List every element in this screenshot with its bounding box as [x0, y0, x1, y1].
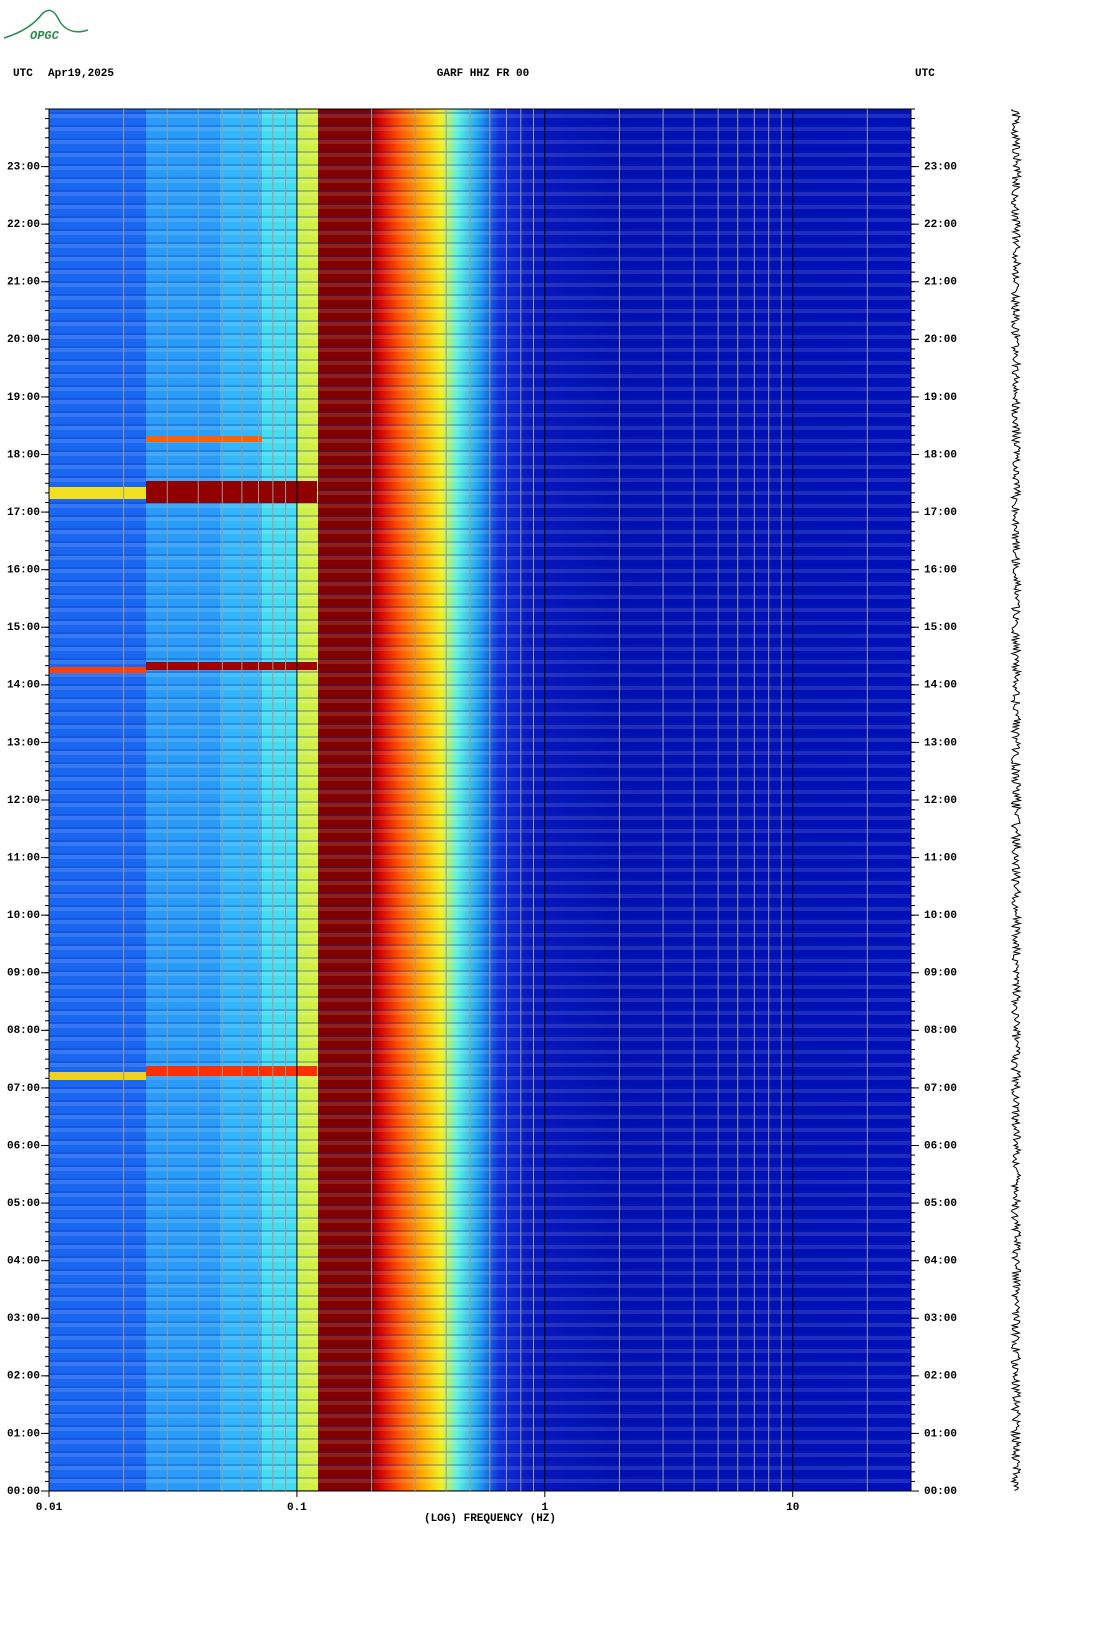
- y-tick-label: 09:00: [924, 968, 957, 980]
- y-tick-label: 08:00: [924, 1025, 957, 1037]
- y-tick-label: 13:00: [924, 737, 957, 749]
- y-tick-label: 01:00: [924, 1428, 957, 1440]
- y-tick-label: 22:00: [7, 219, 40, 231]
- y-tick-label: 23:00: [924, 161, 957, 173]
- y-tick-label: 19:00: [924, 392, 957, 404]
- y-tick-label: 15:00: [924, 622, 957, 634]
- y-tick-label: 16:00: [924, 565, 957, 577]
- y-tick-label: 23:00: [7, 161, 40, 173]
- y-tick-label: 00:00: [7, 1486, 40, 1498]
- y-tick-label: 01:00: [7, 1428, 40, 1440]
- y-tick-label: 16:00: [7, 565, 40, 577]
- y-tick-label: 20:00: [924, 334, 957, 346]
- y-tick-label: 03:00: [924, 1313, 957, 1325]
- y-tick-label: 07:00: [7, 1083, 40, 1095]
- y-tick-label: 22:00: [924, 219, 957, 231]
- x-axis-label: (LOG) FREQUENCY (HZ): [424, 1513, 556, 1525]
- x-tick-label: 10: [786, 1502, 799, 1514]
- y-tick-label: 09:00: [7, 968, 40, 980]
- y-tick-label: 12:00: [924, 795, 957, 807]
- x-tick-label: 0.01: [36, 1502, 63, 1514]
- y-tick-label: 06:00: [7, 1140, 40, 1152]
- seismogram-trace: [1012, 109, 1021, 1491]
- y-tick-label: 00:00: [924, 1486, 957, 1498]
- y-tick-label: 17:00: [7, 507, 40, 519]
- y-tick-label: 03:00: [7, 1313, 40, 1325]
- date: Apr19,2025: [48, 68, 114, 80]
- y-tick-label: 20:00: [7, 334, 40, 346]
- y-tick-label: 04:00: [924, 1256, 957, 1268]
- y-tick-label: 02:00: [7, 1371, 40, 1383]
- y-tick-label: 08:00: [7, 1025, 40, 1037]
- chart: OPGC UTC Apr19,2025 GARF HHZ FR 00 UTC (…: [0, 0, 1102, 1634]
- y-tick-label: 06:00: [924, 1140, 957, 1152]
- y-tick-label: 02:00: [924, 1371, 957, 1383]
- chart-title: GARF HHZ FR 00: [437, 68, 529, 80]
- y-tick-label: 11:00: [924, 852, 957, 864]
- page: OPGC UTC Apr19,2025 GARF HHZ FR 00 UTC (…: [0, 0, 1102, 1634]
- left-axis-label: UTC: [13, 68, 33, 80]
- y-tick-label: 10:00: [7, 910, 40, 922]
- x-tick-label: 0.1: [287, 1502, 307, 1514]
- y-tick-label: 19:00: [7, 392, 40, 404]
- y-tick-label: 12:00: [7, 795, 40, 807]
- y-tick-label: 21:00: [7, 277, 40, 289]
- y-tick-label: 07:00: [924, 1083, 957, 1095]
- y-tick-label: 10:00: [924, 910, 957, 922]
- y-tick-label: 04:00: [7, 1256, 40, 1268]
- y-tick-label: 18:00: [924, 449, 957, 461]
- y-tick-label: 18:00: [7, 449, 40, 461]
- y-tick-label: 14:00: [924, 680, 957, 692]
- x-tick-label: 1: [542, 1502, 549, 1514]
- y-tick-label: 21:00: [924, 277, 957, 289]
- y-tick-label: 13:00: [7, 737, 40, 749]
- y-tick-label: 15:00: [7, 622, 40, 634]
- y-tick-label: 05:00: [7, 1198, 40, 1210]
- y-tick-label: 05:00: [924, 1198, 957, 1210]
- logo: OPGC: [30, 29, 60, 43]
- y-tick-label: 17:00: [924, 507, 957, 519]
- right-axis-label: UTC: [915, 68, 935, 80]
- y-tick-label: 11:00: [7, 852, 40, 864]
- y-tick-label: 14:00: [7, 680, 40, 692]
